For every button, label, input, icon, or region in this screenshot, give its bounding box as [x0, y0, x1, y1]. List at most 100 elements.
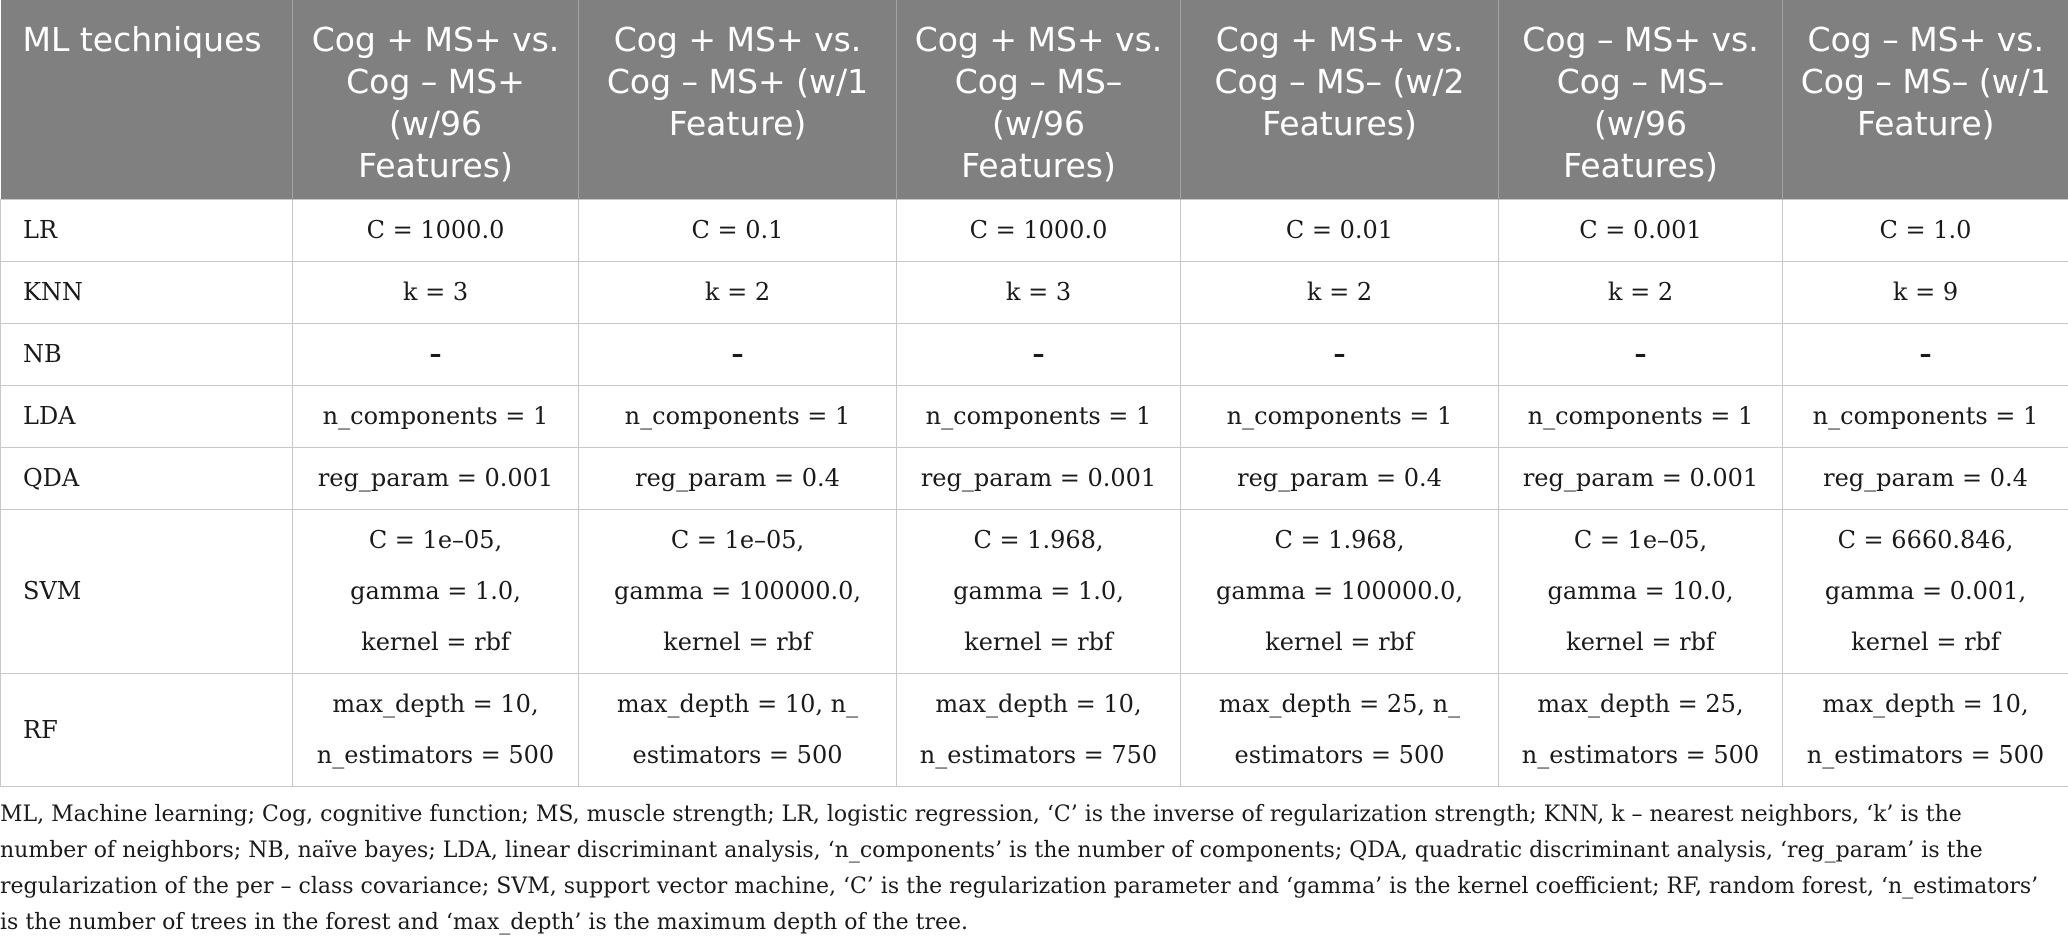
param-lines: k = 2 [1509, 267, 1772, 318]
param-line: C = 1e–05, [368, 526, 503, 554]
header-cell-comparison-5: Cog – MS+ vs. Cog – MS– (w/96 Features) [1498, 0, 1783, 200]
param-cell: reg_param = 0.4 [1782, 447, 2068, 510]
param-cell: k = 9 [1782, 261, 2068, 324]
param-cell: max_depth = 25, n_estimators = 500 [1498, 673, 1783, 787]
param-line: reg_param = 0.4 [1237, 464, 1442, 492]
param-lines: k = 3 [907, 267, 1170, 318]
param-cell: max_depth = 10, n_estimators = 750 [896, 673, 1181, 787]
param-lines: C = 1.968, gamma = 100000.0, kernel = rbf [1191, 515, 1488, 668]
param-lines: k = 2 [1191, 267, 1488, 318]
param-cell: reg_param = 0.001 [896, 447, 1181, 510]
param-cell: n_components = 1 [896, 385, 1181, 448]
param-cell: C = 1000.0 [292, 199, 579, 262]
header-cell-technique: ML techniques [0, 0, 293, 200]
param-line: kernel = rbf [361, 628, 510, 656]
param-line: kernel = rbf [964, 628, 1113, 656]
param-line: gamma = 100000.0, [1215, 577, 1463, 605]
param-lines: reg_param = 0.4 [1793, 453, 2058, 504]
param-cell: max_depth = 25, n_ estimators = 500 [1180, 673, 1499, 787]
param-cell: reg_param = 0.4 [578, 447, 897, 510]
param-cell: C = 1.968, gamma = 1.0, kernel = rbf [896, 509, 1181, 674]
param-lines: C = 1.0 [1793, 205, 2058, 256]
header-row: ML techniques Cog + MS+ vs. Cog – MS+ (w… [0, 0, 2068, 200]
header-cell-comparison-3: Cog + MS+ vs. Cog – MS– (w/96 Features) [896, 0, 1181, 200]
technique-cell: RF [0, 673, 293, 787]
param-line: reg_param = 0.001 [317, 464, 554, 492]
param-cell: – [1782, 323, 2068, 386]
param-line: n_estimators = 500 [316, 741, 555, 769]
param-lines: n_components = 1 [907, 391, 1170, 442]
param-cell: n_components = 1 [578, 385, 897, 448]
param-line: C = 1e–05, [1573, 526, 1708, 554]
table-row-nb: NB – – – – – – [0, 323, 2068, 386]
table-row-lda: LDA n_components = 1 n_components = 1 n_com… [0, 385, 2068, 448]
param-lines: reg_param = 0.001 [303, 453, 568, 504]
param-line: max_depth = 10, [935, 690, 1142, 718]
param-line: C = 1.968, [1274, 526, 1405, 554]
table-footnote: ML, Machine learning; Cog, cognitive fun… [0, 802, 2039, 935]
param-line: n_estimators = 500 [1521, 741, 1760, 769]
param-line: C = 1000.0 [969, 216, 1108, 244]
technique-cell: LDA [0, 385, 293, 448]
param-line: n_components = 1 [925, 402, 1152, 430]
param-lines: – [1191, 329, 1488, 380]
param-lines: – [589, 329, 886, 380]
param-lines: max_depth = 10, n_estimators = 750 [907, 679, 1170, 781]
param-lines: C = 1e–05, gamma = 10.0, kernel = rbf [1509, 515, 1772, 668]
param-line: n_estimators = 750 [919, 741, 1158, 769]
param-lines: – [1793, 329, 2058, 380]
param-lines: – [1509, 329, 1772, 380]
param-line: n_components = 1 [1527, 402, 1754, 430]
param-lines: C = 6660.846, gamma = 0.001, kernel = rbf [1793, 515, 2058, 668]
technique-cell: SVM [0, 509, 293, 674]
param-lines: C = 1000.0 [907, 205, 1170, 256]
param-cell: C = 6660.846, gamma = 0.001, kernel = rbf [1782, 509, 2068, 674]
technique-cell: QDA [0, 447, 293, 510]
param-line: reg_param = 0.4 [635, 464, 840, 492]
param-cell: – [578, 323, 897, 386]
param-cell: reg_param = 0.001 [1498, 447, 1783, 510]
param-line: gamma = 1.0, [350, 577, 521, 605]
param-line: C = 1e–05, [670, 526, 805, 554]
param-line: max_depth = 10, [332, 690, 539, 718]
param-cell: max_depth = 10, n_estimators = 500 [292, 673, 579, 787]
param-line: gamma = 0.001, [1824, 577, 2027, 605]
not-applicable-dash: – [1032, 340, 1045, 368]
param-line: C = 0.1 [691, 216, 784, 244]
param-line: C = 6660.846, [1837, 526, 2014, 554]
param-cell: k = 3 [896, 261, 1181, 324]
param-line: reg_param = 0.001 [1522, 464, 1759, 492]
param-cell: C = 0.001 [1498, 199, 1783, 262]
table-row-knn: KNN k = 3 k = 2 k = 3 k = 2 k = 2 k = 9 [0, 261, 2068, 324]
param-cell: C = 1000.0 [896, 199, 1181, 262]
param-lines: k = 3 [303, 267, 568, 318]
header-cell-comparison-4: Cog + MS+ vs. Cog – MS– (w/2 Features) [1180, 0, 1499, 200]
param-lines: C = 0.1 [589, 205, 886, 256]
param-lines: max_depth = 10, n_estimators = 500 [303, 679, 568, 781]
technique-cell: KNN [0, 261, 293, 324]
param-line: kernel = rbf [1566, 628, 1715, 656]
param-lines: k = 9 [1793, 267, 2058, 318]
param-cell: k = 2 [1180, 261, 1499, 324]
param-cell: C = 1e–05, gamma = 10.0, kernel = rbf [1498, 509, 1783, 674]
param-line: C = 1.968, [973, 526, 1104, 554]
param-line: kernel = rbf [663, 628, 812, 656]
param-cell: k = 2 [578, 261, 897, 324]
param-lines: – [303, 329, 568, 380]
param-line: k = 2 [1607, 278, 1674, 306]
table-row-qda: QDA reg_param = 0.001 reg_param = 0.4 reg_p… [0, 447, 2068, 510]
param-cell: C = 0.1 [578, 199, 897, 262]
param-cell: C = 1e–05, gamma = 1.0, kernel = rbf [292, 509, 579, 674]
param-line: C = 1.0 [1879, 216, 1972, 244]
param-cell: – [292, 323, 579, 386]
param-line: C = 0.01 [1285, 216, 1394, 244]
param-lines: reg_param = 0.4 [1191, 453, 1488, 504]
param-line: kernel = rbf [1851, 628, 2000, 656]
param-line: k = 2 [1306, 278, 1373, 306]
param-lines: n_components = 1 [1509, 391, 1772, 442]
param-lines: – [907, 329, 1170, 380]
not-applicable-dash: – [731, 340, 744, 368]
param-cell: C = 1.0 [1782, 199, 2068, 262]
hyperparameter-table: ML techniques Cog + MS+ vs. Cog – MS+ (w… [0, 0, 2068, 787]
